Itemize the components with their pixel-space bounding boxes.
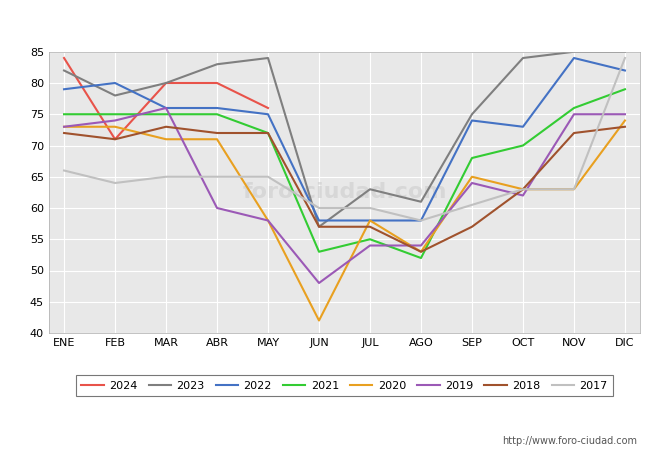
Text: Afiliados en Murla a 31/5/2024: Afiliados en Murla a 31/5/2024 [187,14,463,33]
Legend: 2024, 2023, 2022, 2021, 2020, 2019, 2018, 2017: 2024, 2023, 2022, 2021, 2020, 2019, 2018… [76,375,613,396]
Text: http://www.foro-ciudad.com: http://www.foro-ciudad.com [502,436,637,446]
Text: foro-ciudad.com: foro-ciudad.com [242,182,447,202]
